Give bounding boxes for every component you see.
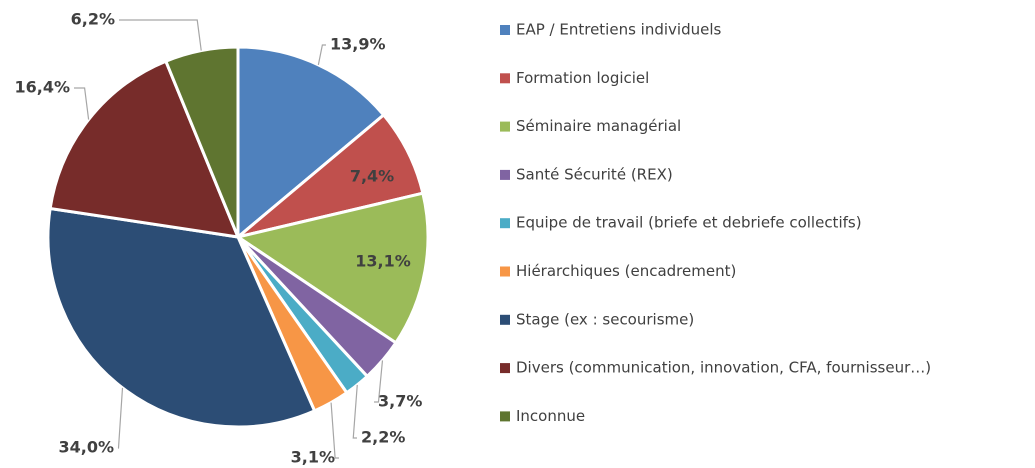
data-label: 16,4%: [14, 78, 70, 97]
legend-swatch: [500, 73, 510, 84]
data-label: 3,7%: [378, 392, 422, 411]
legend-swatch: [500, 411, 510, 422]
leader-line: [352, 384, 358, 439]
leader-line: [117, 387, 124, 449]
pie-slice: [163, 45, 240, 238]
pie-slice: [46, 206, 317, 429]
leader-line: [330, 402, 339, 459]
leader-line: [374, 360, 384, 403]
leader-line: [317, 44, 326, 65]
legend-label: Inconnue: [516, 407, 585, 425]
legend-label: Santé Sécurité (REX): [516, 165, 673, 183]
pie-slice: [236, 45, 386, 241]
leader-line: [74, 87, 90, 120]
data-label: 2,2%: [361, 428, 405, 447]
legend-label: Equipe de travail (briefe et debriefe co…: [516, 214, 862, 232]
data-label: 3,1%: [291, 448, 335, 467]
legend-swatch: [500, 218, 510, 229]
legend-label: Séminaire managérial: [516, 117, 681, 135]
legend-swatch: [500, 169, 510, 180]
legend-label: Hiérarchiques (encadrement): [516, 262, 736, 280]
data-label: 7,4%: [350, 167, 394, 186]
data-label: 34,0%: [58, 438, 114, 457]
data-label: 6,2%: [71, 10, 115, 29]
legend-label: Stage (ex : secourisme): [516, 310, 694, 328]
data-label: 13,9%: [330, 35, 386, 54]
legend-swatch: [500, 314, 510, 325]
pie-slice: [234, 191, 430, 345]
legend-label: EAP / Entretiens individuels: [516, 21, 722, 39]
legend-swatch: [500, 363, 510, 374]
leader-line: [119, 19, 202, 51]
legend-label: Formation logiciel: [516, 69, 649, 87]
data-label: 13,1%: [355, 252, 411, 271]
legend-label: Divers (communication, innovation, CFA, …: [516, 359, 931, 377]
legend-swatch: [500, 266, 510, 277]
legend-swatch: [500, 121, 510, 132]
legend-swatch: [500, 25, 510, 35]
